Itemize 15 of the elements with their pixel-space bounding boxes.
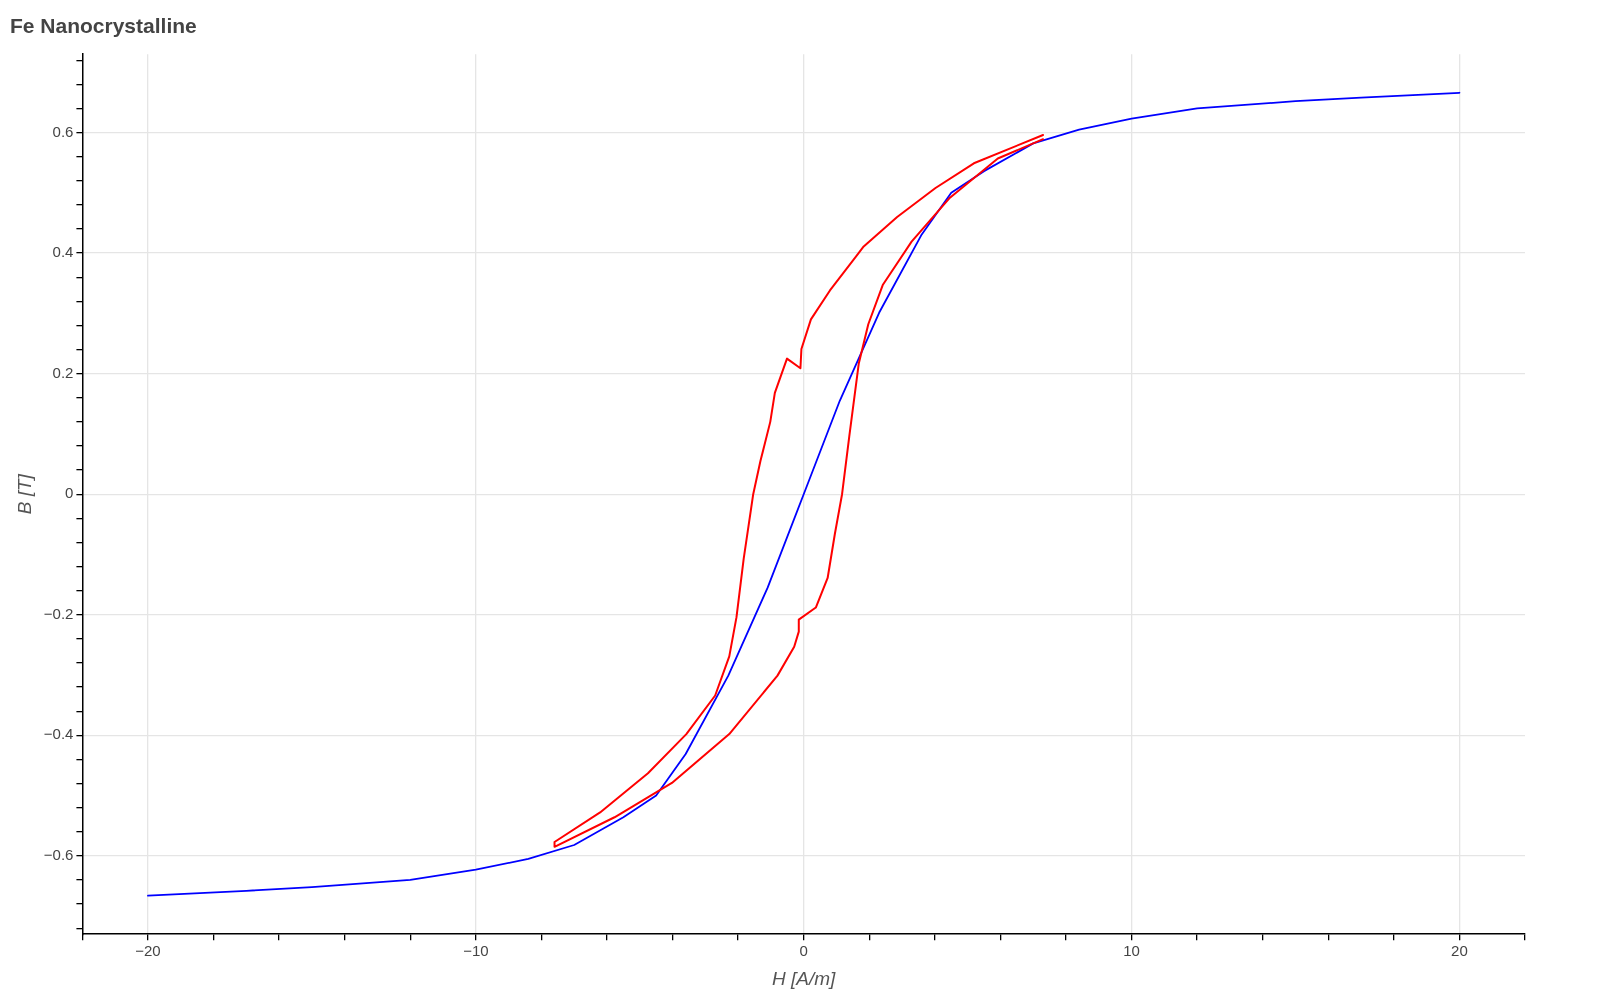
x-tick-label: 20 [1451,942,1468,960]
chart-title: Fe Nanocrystalline [10,14,197,38]
x-tick-label: 0 [799,942,808,960]
x-tick-label: −20 [135,942,161,960]
x-tick-label: −10 [463,942,489,960]
y-tick-label: −0.2 [43,604,74,622]
y-tick-label: 0.2 [52,363,74,381]
y-tick-label: −0.6 [43,845,74,863]
x-tick-label: 10 [1123,942,1140,960]
y-tick-label: 0 [65,484,74,502]
y-tick-label: 0.4 [52,243,74,261]
x-axis-title: H [A/m] [772,967,837,989]
y-tick-label: −0.4 [43,725,74,743]
y-axis-title: B [T] [13,473,35,515]
y-tick-label: 0.6 [52,122,74,140]
